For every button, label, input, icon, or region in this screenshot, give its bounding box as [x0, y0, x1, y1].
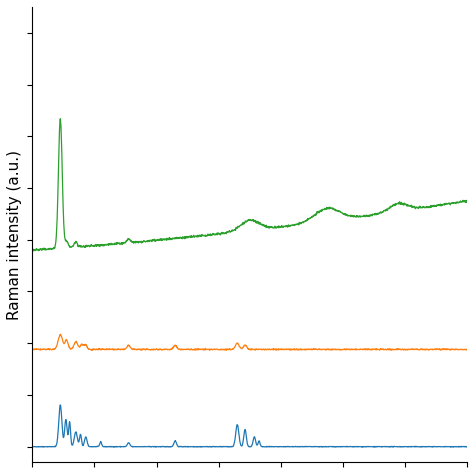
- Y-axis label: Raman intensity (a.u.): Raman intensity (a.u.): [7, 150, 22, 319]
